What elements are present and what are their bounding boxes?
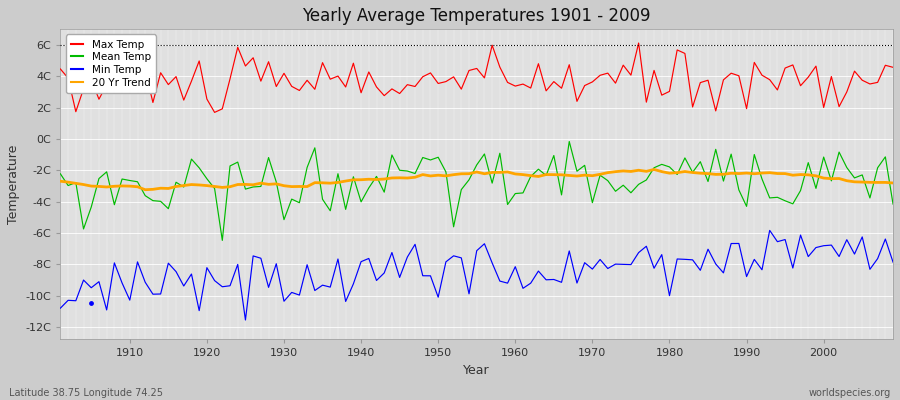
Legend: Max Temp, Mean Temp, Min Temp, 20 Yr Trend: Max Temp, Mean Temp, Min Temp, 20 Yr Tre… <box>66 34 156 93</box>
Text: Latitude 38.75 Longitude 74.25: Latitude 38.75 Longitude 74.25 <box>9 388 163 398</box>
X-axis label: Year: Year <box>464 364 490 377</box>
Title: Yearly Average Temperatures 1901 - 2009: Yearly Average Temperatures 1901 - 2009 <box>302 7 651 25</box>
Y-axis label: Temperature: Temperature <box>7 145 20 224</box>
Point <box>84 300 98 307</box>
Text: worldspecies.org: worldspecies.org <box>809 388 891 398</box>
